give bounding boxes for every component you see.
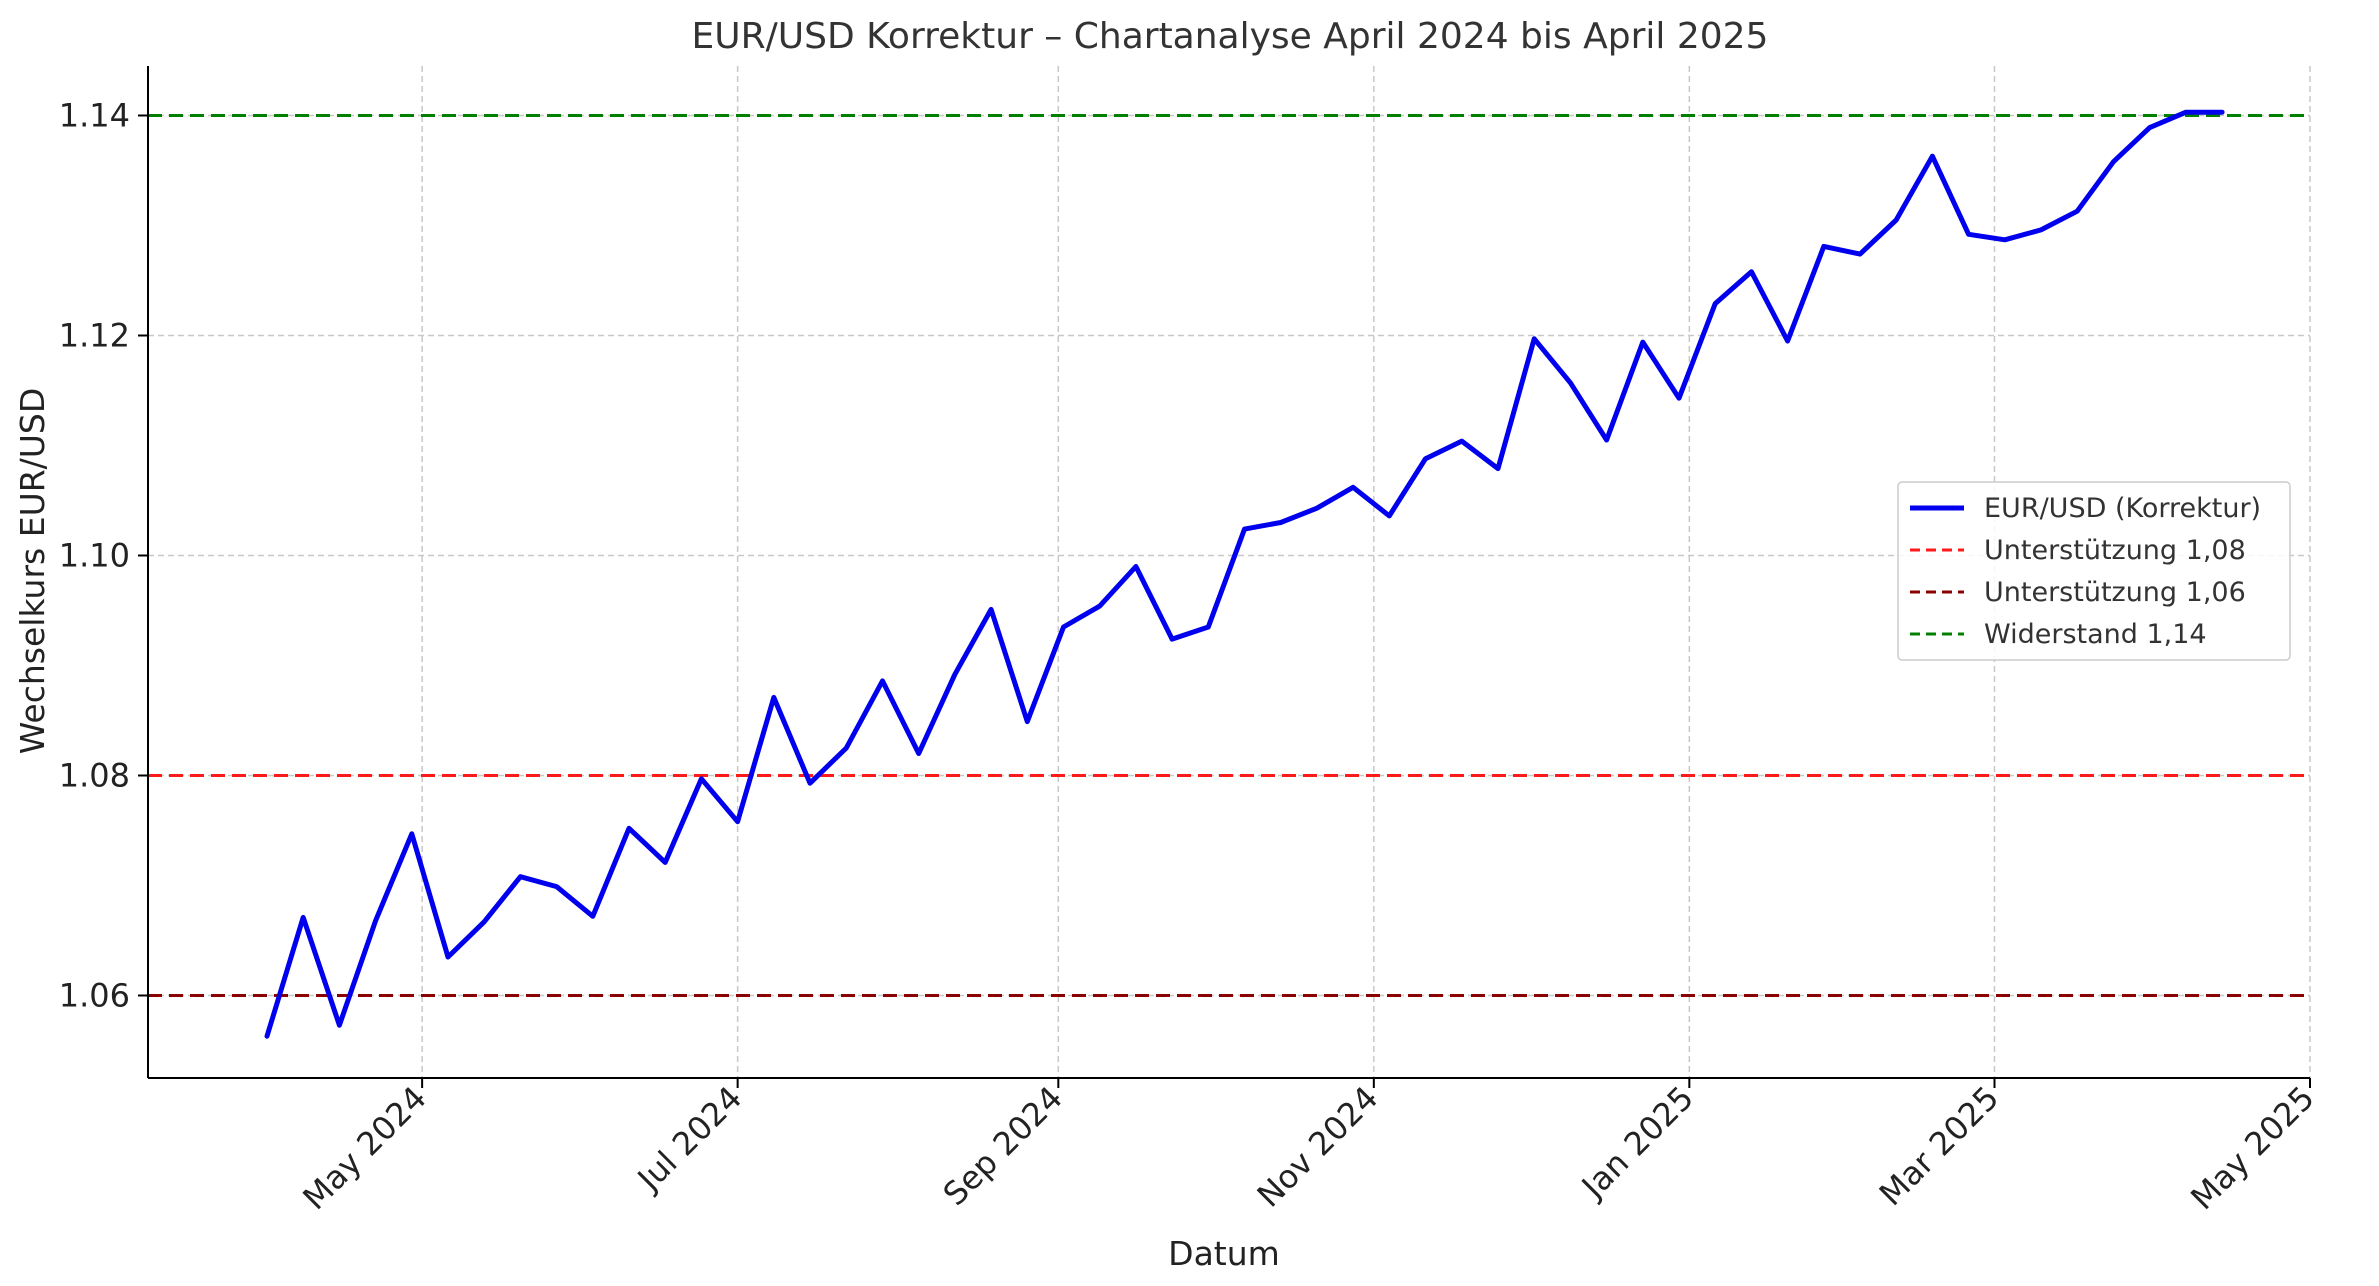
chart-title: EUR/USD Korrektur – Chartanalyse April 2… <box>692 16 1769 57</box>
legend-label: Widerstand 1,14 <box>1984 619 2207 650</box>
legend-box <box>1897 481 2291 661</box>
axes <box>147 66 2310 1079</box>
series <box>264 109 2225 1039</box>
y-ticks: 1.06 1.08 1.10 1.12 1.14 <box>59 97 148 1015</box>
y-tick-label: 1.10 <box>59 537 130 575</box>
y-tick-label: 1.08 <box>59 757 130 795</box>
legend-label: Unterstützung 1,08 <box>1984 535 2246 566</box>
y-tick-label: 1.12 <box>59 317 130 355</box>
reference-lines <box>148 114 2310 997</box>
series-line-main <box>264 109 2225 1039</box>
y-axis-label: Wechselkurs EUR/USD <box>13 388 52 755</box>
y-tick-label: 1.14 <box>59 97 130 135</box>
legend: EUR/USD (Korrektur) Unterstützung 1,08 Unt… <box>1897 481 2291 661</box>
x-axis-label: Datum <box>1168 1234 1280 1273</box>
legend-label: EUR/USD (Korrektur) <box>1984 493 2261 524</box>
legend-label: Unterstützung 1,06 <box>1984 577 2246 608</box>
y-tick-label: 1.06 <box>59 977 130 1015</box>
